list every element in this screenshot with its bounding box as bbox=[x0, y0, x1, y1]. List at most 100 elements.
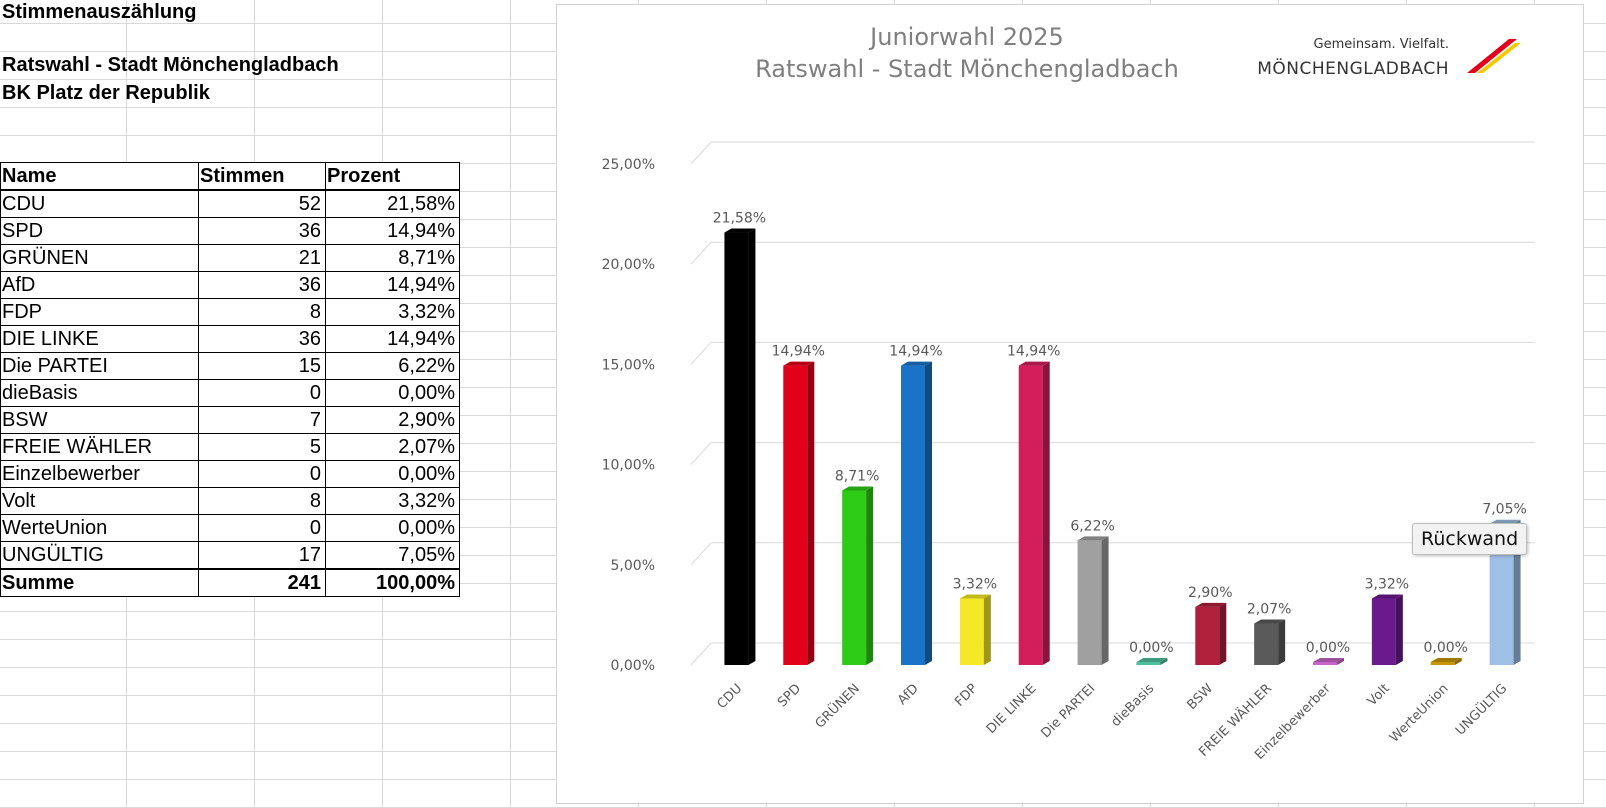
cell-votes[interactable]: 15 bbox=[198, 352, 326, 380]
cell-percent[interactable]: 6,22% bbox=[325, 352, 460, 380]
table-row: AfD 36 14,94% bbox=[0, 271, 460, 299]
bar[interactable] bbox=[1077, 536, 1109, 665]
data-label: 2,90% bbox=[1188, 585, 1232, 601]
table-row: DIE LINKE 36 14,94% bbox=[0, 325, 460, 353]
gridline-side bbox=[690, 342, 712, 365]
data-label: 14,94% bbox=[1007, 344, 1060, 360]
sum-votes[interactable]: 241 bbox=[198, 568, 326, 597]
data-label: 0,00% bbox=[1306, 640, 1350, 656]
table-row: Einzelbewerber 0 0,00% bbox=[0, 460, 460, 488]
x-tick-label: BSW bbox=[1184, 681, 1216, 713]
bar[interactable] bbox=[1371, 594, 1403, 665]
table-row: UNGÜLTIG 17 7,05% bbox=[0, 541, 460, 570]
cell-percent[interactable]: 14,94% bbox=[325, 271, 460, 299]
cell-percent[interactable]: 2,90% bbox=[325, 406, 460, 434]
cell-votes[interactable]: 17 bbox=[198, 541, 326, 570]
cell-name[interactable]: SPD bbox=[0, 217, 199, 245]
cell-percent[interactable]: 2,07% bbox=[325, 433, 460, 461]
y-tick-label: 10,00% bbox=[602, 458, 655, 474]
bar[interactable] bbox=[1018, 361, 1050, 665]
bar[interactable] bbox=[959, 594, 991, 665]
table-row: Die PARTEI 15 6,22% bbox=[0, 352, 460, 380]
bar[interactable] bbox=[1254, 619, 1286, 665]
table-row: FREIE WÄHLER 5 2,07% bbox=[0, 433, 460, 461]
cell-votes[interactable]: 8 bbox=[198, 487, 326, 515]
cell-votes[interactable]: 36 bbox=[198, 217, 326, 245]
gridline-side bbox=[690, 442, 712, 465]
cell-votes[interactable]: 8 bbox=[198, 298, 326, 326]
chart-area[interactable]: Juniorwahl 2025 Ratswahl - Stadt Mönchen… bbox=[556, 4, 1584, 804]
bar[interactable] bbox=[1430, 658, 1462, 665]
cell-name[interactable]: Einzelbewerber bbox=[0, 460, 199, 488]
cell-votes[interactable]: 0 bbox=[198, 460, 326, 488]
data-label: 14,94% bbox=[889, 344, 942, 360]
cell-percent[interactable]: 0,00% bbox=[325, 514, 460, 542]
cell-name[interactable]: FREIE WÄHLER bbox=[0, 433, 199, 461]
x-tick-label: WerteUnion bbox=[1387, 681, 1451, 745]
data-label: 21,58% bbox=[713, 211, 766, 227]
cell-votes[interactable]: 0 bbox=[198, 514, 326, 542]
cell-percent[interactable]: 0,00% bbox=[325, 460, 460, 488]
gridline-side bbox=[690, 642, 712, 666]
cell-votes[interactable]: 36 bbox=[198, 271, 326, 299]
bar[interactable] bbox=[1195, 602, 1227, 665]
bar[interactable] bbox=[842, 486, 874, 665]
y-tick-label: 5,00% bbox=[611, 558, 655, 574]
bar[interactable] bbox=[901, 361, 932, 665]
cell-percent[interactable]: 14,94% bbox=[325, 217, 460, 245]
chart-tooltip: Rückwand bbox=[1412, 523, 1528, 555]
x-tick-label: dieBasis bbox=[1109, 681, 1158, 730]
bar[interactable] bbox=[1136, 658, 1168, 665]
table-row: Volt 8 3,32% bbox=[0, 487, 460, 515]
header-votes[interactable]: Stimmen bbox=[198, 162, 326, 191]
bar[interactable] bbox=[1313, 658, 1344, 665]
sheet-heading: Stimmenauszählung bbox=[2, 1, 197, 23]
header-percent[interactable]: Prozent bbox=[325, 162, 460, 191]
cell-name[interactable]: WerteUnion bbox=[0, 514, 199, 542]
y-tick-label: 20,00% bbox=[602, 257, 655, 273]
cell-percent[interactable]: 0,00% bbox=[325, 379, 460, 407]
cell-percent[interactable]: 8,71% bbox=[325, 244, 460, 272]
cell-percent[interactable]: 3,32% bbox=[325, 487, 460, 515]
cell-name[interactable]: CDU bbox=[0, 189, 199, 218]
results-table: Name Stimmen Prozent CDU 52 21,58% SPD 36 14,… bbox=[0, 162, 460, 597]
x-tick-label: Volt bbox=[1365, 681, 1393, 709]
cell-percent[interactable]: 3,32% bbox=[325, 298, 460, 326]
cell-name[interactable]: AfD bbox=[0, 271, 199, 299]
cell-name[interactable]: Volt bbox=[0, 487, 199, 515]
cell-name[interactable]: BSW bbox=[0, 406, 199, 434]
cell-votes[interactable]: 7 bbox=[198, 406, 326, 434]
x-tick-label: UNGÜLTIG bbox=[1452, 680, 1511, 739]
data-label: 7,05% bbox=[1482, 502, 1526, 518]
gridline-side bbox=[690, 241, 712, 265]
cell-name[interactable]: GRÜNEN bbox=[0, 244, 199, 272]
cell-name[interactable]: dieBasis bbox=[0, 379, 199, 407]
cell-name[interactable]: FDP bbox=[0, 298, 199, 326]
cell-percent[interactable]: 14,94% bbox=[325, 325, 460, 353]
bar[interactable] bbox=[724, 228, 756, 665]
x-tick-label: SPD bbox=[775, 681, 804, 710]
bar[interactable] bbox=[783, 361, 815, 665]
cell-name[interactable]: UNGÜLTIG bbox=[0, 541, 199, 570]
cell-votes[interactable]: 0 bbox=[198, 379, 326, 407]
x-tick-label: GRÜNEN bbox=[811, 680, 863, 732]
data-label: 14,94% bbox=[772, 344, 825, 360]
table-body: CDU 52 21,58% SPD 36 14,94% GRÜNEN 21 8,71% AfD 36… bbox=[0, 189, 460, 597]
cell-votes[interactable]: 21 bbox=[198, 244, 326, 272]
cell-percent[interactable]: 7,05% bbox=[325, 541, 460, 570]
cell-votes[interactable]: 36 bbox=[198, 325, 326, 353]
cell-name[interactable]: Die PARTEI bbox=[0, 352, 199, 380]
gridline-side bbox=[690, 542, 712, 566]
cell-name[interactable]: DIE LINKE bbox=[0, 325, 199, 353]
table-row: SPD 36 14,94% bbox=[0, 217, 460, 245]
y-tick-label: 25,00% bbox=[602, 157, 655, 173]
sheet-subtitle-1: Ratswahl - Stadt Mönchengladbach bbox=[2, 54, 339, 76]
x-tick-label: AfD bbox=[895, 681, 922, 708]
cell-percent[interactable]: 21,58% bbox=[325, 189, 460, 218]
cell-votes[interactable]: 52 bbox=[198, 189, 326, 218]
header-name[interactable]: Name bbox=[0, 162, 199, 191]
data-label: 3,32% bbox=[1365, 576, 1409, 592]
sum-label[interactable]: Summe bbox=[0, 568, 199, 597]
cell-votes[interactable]: 5 bbox=[198, 433, 326, 461]
sum-percent[interactable]: 100,00% bbox=[325, 568, 460, 597]
